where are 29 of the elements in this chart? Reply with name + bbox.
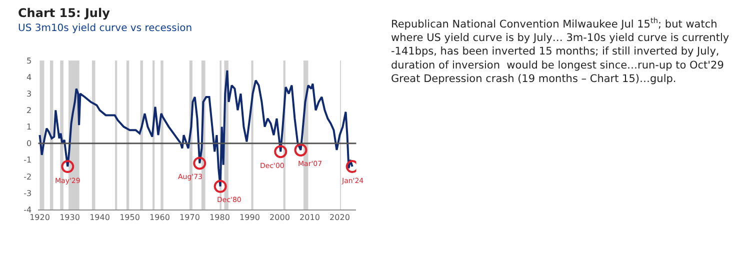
y-tick-label: 1 (26, 122, 32, 132)
chart-subtitle: US 3m10s yield curve vs recession (18, 23, 192, 34)
x-tick-label: 1960 (150, 213, 170, 222)
y-tick-label: 5 (26, 56, 32, 66)
y-tick-label: 0 (26, 139, 32, 148)
y-tick-label: -3 (24, 188, 32, 198)
chart-title: Chart 15: July (18, 6, 110, 20)
point (274, 145, 288, 158)
x-tick-label: 2010 (300, 213, 320, 222)
y-tick-label: 2 (26, 106, 32, 116)
y-tick-label: -2 (24, 172, 32, 182)
x-tick-label: 1940 (90, 213, 110, 222)
x-tick-label: 1920 (30, 213, 50, 222)
point (61, 160, 74, 174)
x-tick-label: 1970 (180, 213, 200, 222)
point (294, 143, 308, 156)
x-tick-label: 1980 (210, 213, 230, 222)
y-tick-label: -1 (24, 156, 32, 165)
point (214, 180, 227, 193)
x-tick-label: 2020 (330, 213, 350, 222)
x-tick-label: 1990 (240, 213, 260, 222)
y-tick-label: -4 (24, 205, 32, 214)
text: Republican National Convention Milwaukee Jul 15$^{th}$; but watch where US yield curve is by July… 3m-10s yield curve is currently -141bps, has been inverted 15 months; if still inverted by July, duration of inversion would be longest since…run-up to Oct'29 Great Depression crash (19 months – Chart 15)…gulp. (391, 16, 730, 86)
x-tick-label: 1930 (60, 213, 80, 222)
y-tick-label: 3 (26, 89, 32, 98)
x-tick-label: 1950 (120, 213, 140, 222)
point (193, 156, 206, 170)
x-tick-label: 2000 (270, 213, 290, 222)
y-tick-label: 4 (26, 72, 32, 82)
